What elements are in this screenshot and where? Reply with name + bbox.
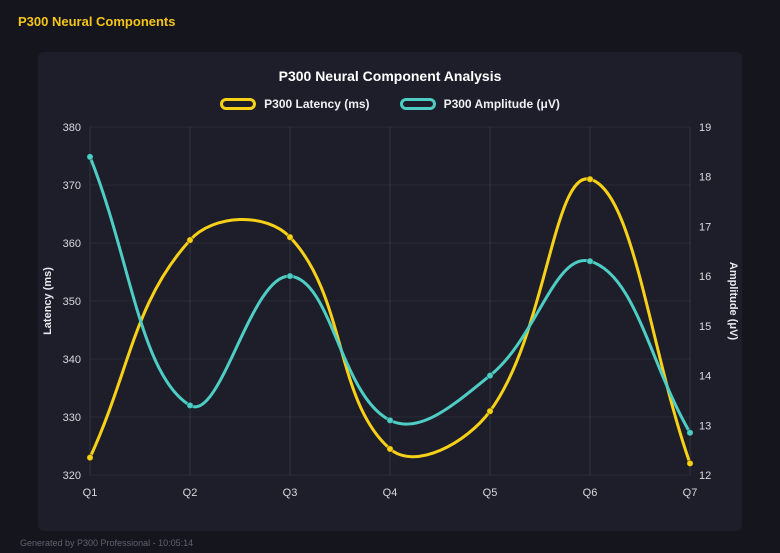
chart-title: P300 Neural Component Analysis — [278, 68, 502, 84]
legend-swatch — [399, 98, 436, 110]
chart-legend: P300 Latency (ms) P300 Amplitude (μV) — [220, 97, 560, 111]
data-point[interactable] — [686, 429, 694, 437]
left-axis-tick: 370 — [63, 180, 81, 192]
right-axis-tick: 19 — [699, 122, 711, 134]
x-axis-tick: Q6 — [583, 487, 598, 499]
data-point[interactable] — [486, 371, 494, 380]
data-point[interactable] — [386, 416, 394, 424]
x-axis-tick: Q4 — [383, 487, 398, 499]
legend-item-latency[interactable]: P300 Latency (ms) — [220, 97, 370, 111]
data-point[interactable] — [86, 453, 94, 462]
data-point[interactable] — [186, 236, 194, 244]
left-axis-tick: 320 — [63, 470, 81, 482]
left-axis-tick: 340 — [63, 354, 81, 366]
right-axis-tick: 15 — [699, 321, 711, 333]
data-point[interactable] — [686, 459, 694, 468]
x-axis-tick: Q2 — [183, 487, 198, 499]
left-axis-tick: 350 — [63, 296, 81, 308]
legend-label: P300 Latency (ms) — [264, 97, 370, 111]
data-point[interactable] — [586, 175, 594, 183]
chart-svg: 320 330 340 350 360 370 380 12 13 14 15 16 17 18 19 Q1 Q… — [42, 122, 739, 499]
data-point[interactable] — [86, 153, 94, 161]
x-axis-tick: Q1 — [83, 487, 98, 499]
data-point[interactable] — [486, 407, 494, 415]
right-axis-tick: 12 — [699, 470, 711, 482]
left-axis-tick: 380 — [63, 122, 81, 134]
left-axis-tick: 330 — [63, 412, 81, 424]
data-point[interactable] — [386, 445, 394, 453]
legend-swatch — [220, 98, 257, 110]
footer-status: Generated by P300 Professional - 10:05:1… — [20, 538, 194, 548]
data-point[interactable] — [286, 272, 294, 280]
data-point[interactable] — [286, 233, 294, 241]
legend-label: P300 Amplitude (μV) — [443, 97, 560, 111]
x-axis-tick: Q7 — [683, 487, 698, 499]
chart-panel: P300 Neural Component Analysis P300 Late… — [38, 52, 742, 531]
right-axis-tick: 18 — [699, 172, 711, 184]
right-axis-tick: 14 — [699, 371, 711, 383]
x-axis-tick: Q3 — [283, 487, 298, 499]
right-axis-tick: 13 — [699, 420, 711, 432]
legend-item-amplitude[interactable]: P300 Amplitude (μV) — [399, 97, 560, 111]
data-point[interactable] — [586, 257, 594, 265]
left-axis-title: Latency (ms) — [42, 267, 54, 335]
right-axis-title: Amplitude (μV) — [727, 262, 739, 341]
x-axis-tick: Q5 — [483, 487, 498, 499]
data-point[interactable] — [186, 401, 194, 410]
left-axis-tick: 360 — [63, 238, 81, 250]
page-title: P300 Neural Components — [18, 14, 176, 29]
right-axis-tick: 17 — [699, 221, 711, 233]
right-axis-tick: 16 — [699, 271, 711, 283]
